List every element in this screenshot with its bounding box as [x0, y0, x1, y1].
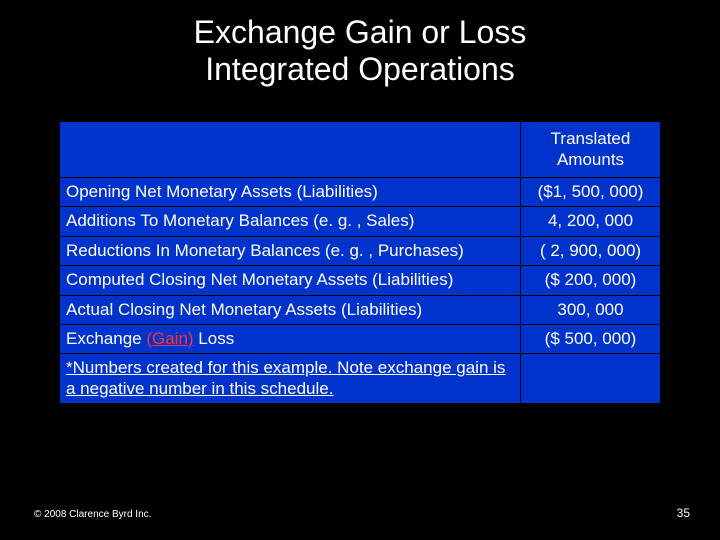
data-table: Translated Amounts Opening Net Monetary … — [56, 118, 664, 407]
row-value: ($1, 500, 000) — [521, 178, 661, 207]
footnote-text: *Numbers created for this example. Note … — [66, 358, 505, 397]
gain-prefix: Exchange — [66, 329, 146, 348]
row-value: ($ 200, 000) — [521, 266, 661, 295]
slide: Exchange Gain or Loss Integrated Operati… — [0, 0, 720, 540]
table-row: Actual Closing Net Monetary Assets (Liab… — [60, 295, 661, 324]
copyright-text: © 2008 Clarence Byrd Inc. — [34, 509, 151, 520]
table-row: Reductions In Monetary Balances (e. g. ,… — [60, 236, 661, 265]
gain-suffix: Loss — [194, 329, 235, 348]
header-line-2: Amounts — [557, 150, 624, 169]
table-row: Computed Closing Net Monetary Assets (Li… — [60, 266, 661, 295]
gain-word: (Gain) — [146, 329, 193, 348]
header-line-1: Translated — [551, 129, 631, 148]
title-line-2: Integrated Operations — [205, 51, 515, 87]
row-label: Actual Closing Net Monetary Assets (Liab… — [60, 295, 521, 324]
row-label: Reductions In Monetary Balances (e. g. ,… — [60, 236, 521, 265]
header-translated-amounts: Translated Amounts — [521, 122, 661, 178]
header-row: Translated Amounts — [60, 122, 661, 178]
row-label: Opening Net Monetary Assets (Liabilities… — [60, 178, 521, 207]
row-label: Computed Closing Net Monetary Assets (Li… — [60, 266, 521, 295]
title-line-1: Exchange Gain or Loss — [194, 14, 527, 50]
row-value: ( 2, 900, 000) — [521, 236, 661, 265]
gain-loss-label: Exchange (Gain) Loss — [60, 324, 521, 353]
table-row: Opening Net Monetary Assets (Liabilities… — [60, 178, 661, 207]
gain-loss-value: ($ 500, 000) — [521, 324, 661, 353]
footnote-row: *Numbers created for this example. Note … — [60, 354, 661, 404]
slide-title: Exchange Gain or Loss Integrated Operati… — [0, 0, 720, 88]
footnote-cell: *Numbers created for this example. Note … — [60, 354, 521, 404]
footnote-empty — [521, 354, 661, 404]
row-value: 4, 200, 000 — [521, 207, 661, 236]
row-value: 300, 000 — [521, 295, 661, 324]
gain-loss-row: Exchange (Gain) Loss ($ 500, 000) — [60, 324, 661, 353]
table-row: Additions To Monetary Balances (e. g. , … — [60, 207, 661, 236]
page-number: 35 — [677, 506, 690, 520]
schedule-table: Translated Amounts Opening Net Monetary … — [59, 121, 661, 404]
header-empty — [60, 122, 521, 178]
row-label: Additions To Monetary Balances (e. g. , … — [60, 207, 521, 236]
